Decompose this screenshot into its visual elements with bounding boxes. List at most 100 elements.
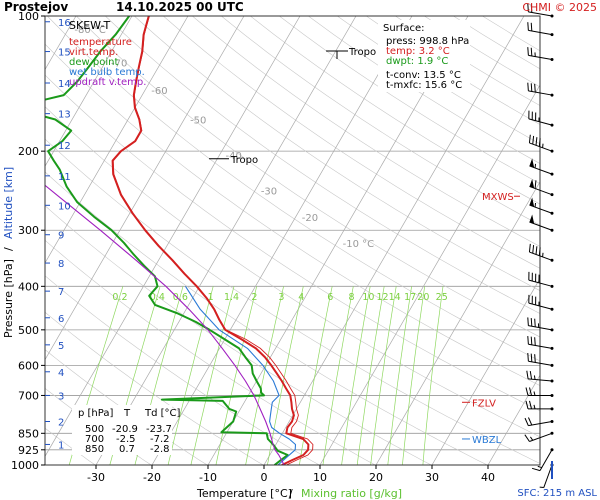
- wind-barb-full: [538, 247, 541, 256]
- mixing-ratio-line: [299, 286, 333, 465]
- dry-adiabat-line: [250, 16, 540, 205]
- wind-barb-flag: [529, 178, 535, 189]
- wind-barb-full: [530, 336, 533, 345]
- mixing-ratio-label: 0.2: [112, 292, 127, 303]
- table-row-850-p: 850: [85, 444, 104, 455]
- levels-table-bg: [72, 405, 172, 455]
- wind-barb: [527, 82, 554, 97]
- wind-barb-staff: [528, 360, 553, 366]
- station-title: Prostejov: [4, 0, 68, 14]
- virtual-temperature-line: [112, 16, 314, 465]
- dry-adiabat-line: [45, 239, 376, 465]
- wind-barb-full: [525, 400, 529, 410]
- wind-barb: [526, 370, 554, 383]
- isotherm-label: -50: [190, 115, 206, 126]
- surface-info-box: [378, 20, 470, 92]
- x-axis-title-separator: /: [289, 487, 293, 500]
- wind-barb-dot: [550, 149, 554, 153]
- wind-barb-full: [525, 387, 529, 396]
- surface-tconv: t-conv: 13.5 °C: [386, 70, 461, 81]
- pressure-tick-label: 300: [18, 224, 39, 237]
- wind-barb-full: [524, 434, 530, 442]
- pressure-tick-label: 850: [18, 427, 39, 440]
- wind-barb-full: [529, 387, 532, 396]
- wind-barb-staff: [528, 279, 553, 287]
- wind-barb-flag: [529, 214, 535, 224]
- wind-barb-full: [529, 400, 532, 410]
- wind-barb-full: [527, 3, 529, 12]
- wet-bulb-line: [185, 286, 297, 465]
- pressure-tick-label: 700: [18, 389, 39, 402]
- wind-barb: [528, 294, 554, 311]
- dry-adiabat-line: [47, 16, 540, 362]
- wind-barb-full: [530, 353, 533, 362]
- wind-barb-dot: [550, 193, 554, 197]
- wind-barb-half: [533, 375, 536, 380]
- wind-barb: [525, 400, 554, 411]
- temperature-tick-label: -30: [87, 471, 105, 484]
- surface-title: Surface:: [383, 23, 424, 34]
- isotherm-label: -20: [302, 213, 318, 224]
- wind-barb: [527, 3, 554, 18]
- plot-frame: [44, 15, 541, 466]
- dry-adiabat-line: [45, 311, 264, 465]
- temperature-tick-label: -20: [143, 471, 161, 484]
- wind-barb-full: [526, 370, 529, 379]
- mixing-ratio-label: 17: [404, 292, 416, 303]
- wind-barb-full: [530, 22, 533, 32]
- wind-barb: [529, 178, 554, 197]
- y-axis-title-altitude: Altitude [km]: [2, 167, 15, 239]
- wind-barb: [528, 243, 554, 262]
- wind-barb-dot: [550, 419, 554, 423]
- isotherm-label: -30: [261, 187, 277, 198]
- mixing-ratio-label: 14: [389, 292, 401, 303]
- mixing-ratio-label: 0.4: [150, 292, 165, 303]
- pressure-tick-label: 200: [18, 145, 39, 158]
- wind-barb-full: [527, 22, 529, 31]
- wind-barb-dot: [550, 379, 554, 383]
- mixing-ratio-label: 3: [278, 292, 284, 303]
- mixing-ratio-line: [267, 286, 304, 465]
- legend-temperature: temperature: [69, 37, 132, 48]
- mixing-ratio-line: [387, 286, 412, 465]
- wind-barb-full: [530, 47, 533, 56]
- wind-barb: [527, 317, 554, 332]
- wind-barb-dot: [550, 33, 554, 37]
- dewpoint-line: [45, 16, 289, 465]
- temperature-tick-label: 0: [261, 471, 268, 484]
- altitude-tick-label: 15: [58, 48, 71, 59]
- temperature-tick-label: -10: [199, 471, 217, 484]
- mixing-ratio-label: 1.4: [224, 292, 239, 303]
- isotherm-labels: -80 °C -70 -60 -50 -40 -30 -20 -10 °C: [74, 25, 374, 250]
- table-row-700-td: -7.2: [150, 434, 170, 445]
- pressure-tick-label: 400: [18, 280, 39, 293]
- wind-barb-full: [535, 137, 538, 146]
- wind-barb-full: [534, 354, 536, 363]
- temperature-axis: -30 -20 -10 0 10 20 30 40: [87, 465, 495, 484]
- wind-barb-dot: [550, 363, 554, 367]
- wind-barb-full: [527, 82, 529, 91]
- wind-barb-dot: [550, 307, 554, 311]
- wind-barb-staff: [528, 343, 553, 349]
- wind-barb: [525, 387, 554, 397]
- wind-barb-full: [535, 246, 538, 255]
- altitude-tick-label: 8: [58, 259, 64, 270]
- mixing-ratio-line: [322, 286, 354, 465]
- wind-barb-staff: [528, 11, 553, 17]
- legend-dew-point: dew point: [69, 57, 118, 68]
- mixing-ratio-line: [215, 286, 258, 465]
- isotherm-line: [45, 16, 245, 361]
- wind-barb-full: [527, 47, 529, 56]
- wind-barb-full: [524, 417, 529, 426]
- wind-barb-full: [527, 317, 529, 326]
- altitude-tick-label: 2: [58, 417, 64, 428]
- wind-barb-dot: [550, 93, 554, 97]
- wind-barb-staff: [528, 420, 553, 427]
- y-axis-title-group: Pressure [hPa] / Altitude [km]: [2, 167, 15, 338]
- wind-barb-full: [534, 83, 536, 93]
- mixing-ratio-label: 0.6: [173, 292, 188, 303]
- wind-barb: [524, 417, 554, 427]
- wind-barb-dot: [550, 58, 554, 62]
- isotherm-line: [319, 84, 540, 465]
